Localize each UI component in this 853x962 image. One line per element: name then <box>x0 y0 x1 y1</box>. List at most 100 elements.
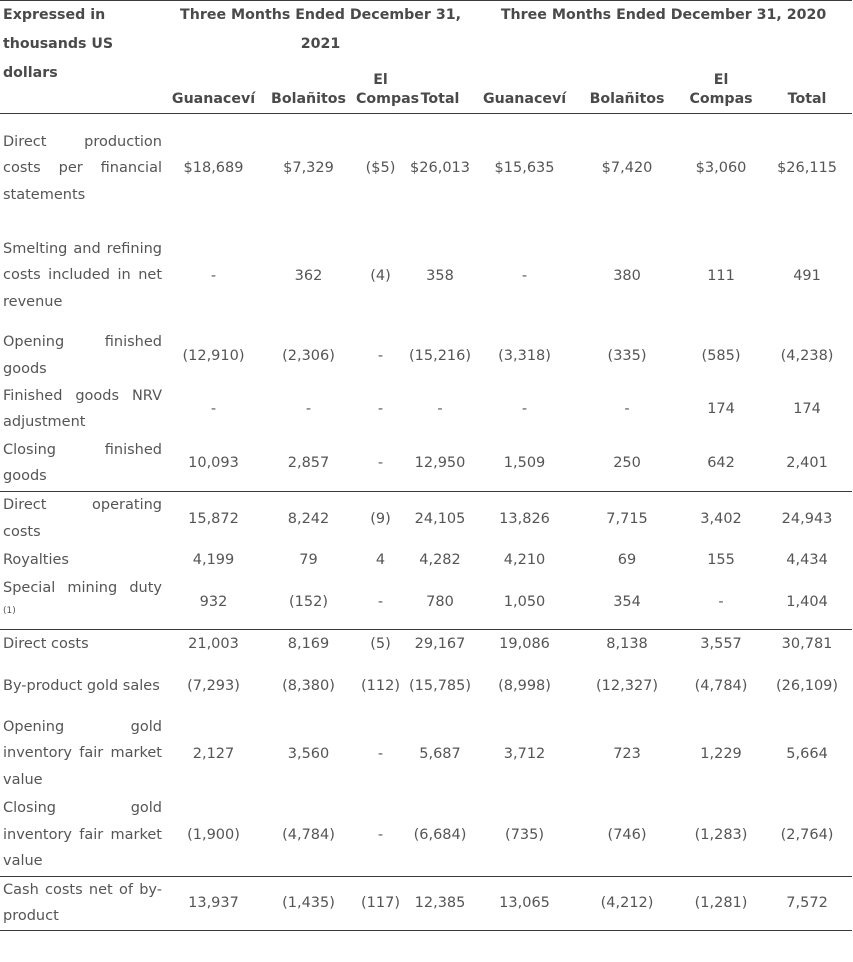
table-cell: $7,420 <box>574 113 681 223</box>
table-cell: (7,293) <box>187 678 240 694</box>
table-cell: 4,282 <box>419 552 461 568</box>
table-cell: 13,065 <box>475 875 575 931</box>
row-label: Opening gold inventory fair market value <box>3 718 162 788</box>
table-cell: 21,003 <box>166 628 261 659</box>
col-header-bolanitos-2021: Bolañitos <box>271 91 346 107</box>
table-cell: 15,872 <box>166 491 261 545</box>
table-cell: - <box>377 745 384 762</box>
table-cell: $3,060 <box>680 113 763 223</box>
col-header-el-compas-2021: El Compas <box>356 72 420 107</box>
table-cell: 13,826 <box>475 491 575 545</box>
table-cell: 250 <box>613 455 641 472</box>
table-cell: (735) <box>505 826 545 843</box>
table-cell: 932 <box>199 593 228 610</box>
table-cell: 723 <box>613 745 641 762</box>
table-cell: (1,900) <box>187 826 240 843</box>
table-cell: 3,557 <box>680 628 763 659</box>
table-cell: 4,210 <box>503 552 546 568</box>
row-label: Special mining duty (1) <box>0 575 166 629</box>
table-cell: 174 <box>793 401 821 417</box>
table-cell: (4,784) <box>282 826 335 843</box>
header-row-columns: Guanaceví Bolañitos El Compas Total Guan… <box>0 63 852 114</box>
table-cell: - <box>521 401 528 417</box>
table-cell: 24,943 <box>762 491 853 545</box>
table-cell: 1,509 <box>503 455 546 472</box>
table-row: Opening gold inventory fair market value… <box>0 713 852 794</box>
table-cell: 2,857 <box>287 455 330 472</box>
table-row: Closing finished goods 10,093 2,857 - 12,95… <box>0 436 852 492</box>
header-period-2021: Three Months Ended December 31, 2021 <box>166 0 476 63</box>
table-cell: - <box>305 401 312 417</box>
table-cell: - <box>377 401 384 417</box>
table-cell: 4,434 <box>786 552 828 568</box>
table-cell: (112) <box>361 678 400 694</box>
row-label: Direct costs <box>0 628 166 659</box>
table-row: Special mining duty (1) 932 (152) - 780 1,05… <box>0 575 852 629</box>
row-label: Closing finished goods <box>3 441 162 485</box>
table-cell: 780 <box>426 593 454 610</box>
table-cell: 12,385 <box>405 875 476 931</box>
table-cell: 4 <box>375 552 386 568</box>
table-cell: (2,306) <box>282 347 335 364</box>
table-cell: - <box>624 401 630 417</box>
row-label: Direct production costs per financial st… <box>0 113 166 223</box>
table-cell: (3,318) <box>498 347 551 364</box>
row-label: By-product gold sales <box>3 677 160 694</box>
table-cell: $26,013 <box>405 113 476 223</box>
table-cell: 79 <box>299 552 318 568</box>
table-cell: 13,937 <box>166 875 261 931</box>
table-cell: 174 <box>707 401 735 417</box>
table-cell: 69 <box>617 552 637 568</box>
table-row: Direct operating costs 15,872 8,242 (9) 24,… <box>0 491 853 545</box>
table-cell: 10,093 <box>188 455 239 472</box>
table-cell: - <box>377 826 384 843</box>
table-cell: 19,086 <box>475 628 575 659</box>
table-cell: 8,138 <box>574 628 681 659</box>
row-label-text: Special mining duty <box>3 580 162 597</box>
table-cell: (8,380) <box>282 678 335 694</box>
table-cell: 8,242 <box>261 491 356 545</box>
table-cell: (12,910) <box>182 347 245 364</box>
table-cell: $26,115 <box>762 113 853 223</box>
table-row: By-product gold sales (7,293) (8,380) (112… <box>0 659 852 713</box>
table-cell: - <box>377 593 384 610</box>
cash-costs-table: Expressed in thousands US dollars Three … <box>0 0 853 931</box>
table-cell: 1,404 <box>786 593 828 610</box>
table-cell: $15,635 <box>475 113 575 223</box>
table-cell: - <box>437 401 443 417</box>
table-cell: (9) <box>356 491 405 545</box>
table-cell: (6,684) <box>413 826 467 843</box>
row-label: Finished goods NRV adjustment <box>3 387 162 431</box>
table-cell: (1,281) <box>680 875 763 931</box>
table-cell: (26,109) <box>776 678 839 694</box>
table-row: Cash costs net of by-product 13,937 (1,43… <box>0 875 853 931</box>
table-row: Closing gold inventory fair market value… <box>0 794 852 876</box>
table-cell: 380 <box>613 267 641 284</box>
table-cell: 2,401 <box>786 455 828 472</box>
table-cell: (117) <box>356 875 405 931</box>
table-cell: - <box>210 267 217 284</box>
table-cell: - <box>210 401 217 417</box>
header-row-periods: Expressed in thousands US dollars Three … <box>0 0 853 114</box>
table-cell: 362 <box>294 267 323 284</box>
col-header-total-2020: Total <box>787 91 827 107</box>
table-row: Opening finished goods (12,910) (2,306) - (… <box>0 329 852 383</box>
table-cell: 3,402 <box>680 491 763 545</box>
table-cell: 1,229 <box>700 745 742 762</box>
table-cell: 358 <box>426 267 454 284</box>
table-cell: 3,560 <box>287 745 330 762</box>
table-cell: (152) <box>289 593 328 610</box>
header-period-2020: Three Months Ended December 31, 2020 <box>475 0 853 63</box>
table-row: Royalties 4,199 79 4 4,282 4,210 69 155 4,434 <box>0 545 852 575</box>
table-cell: (8,998) <box>498 678 551 694</box>
table-cell: (335) <box>607 347 647 364</box>
col-header-bolanitos-2020: Bolañitos <box>589 91 665 107</box>
table-cell: 29,167 <box>405 628 476 659</box>
table-cell: (1,435) <box>261 875 356 931</box>
footnote-marker: (1) <box>3 605 16 616</box>
table-cell: (15,785) <box>408 678 472 694</box>
table-cell: - <box>718 593 724 610</box>
table-cell: 3,712 <box>503 745 546 762</box>
table-row: Direct production costs per financial st… <box>0 113 853 223</box>
table-cell: (4,212) <box>574 875 681 931</box>
